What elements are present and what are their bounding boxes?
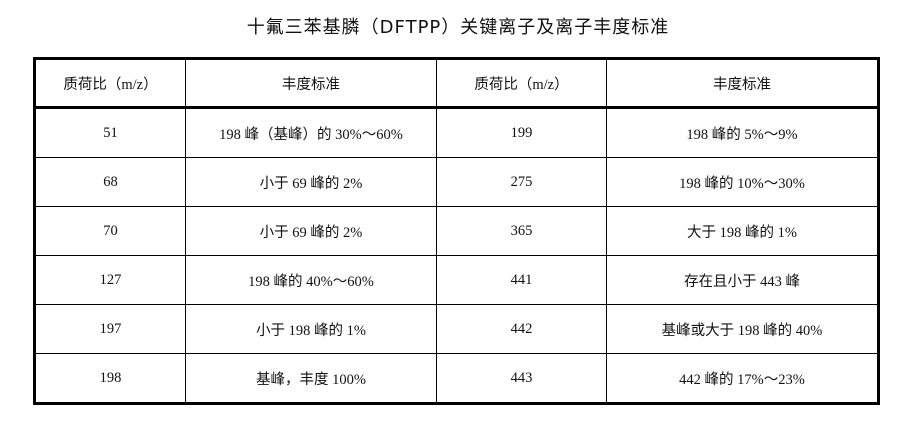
cell-mz: 442 [436, 304, 607, 354]
cell-abundance: 基峰或大于 198 峰的 40% [606, 304, 879, 354]
cell-abundance: 小于 198 峰的 1% [185, 304, 437, 354]
cell-abundance: 大于 198 峰的 1% [606, 206, 879, 256]
cell-abundance: 198 峰的 5%～9% [606, 107, 879, 158]
table-row: 127 198 峰的 40%～60% 441 存在且小于 443 峰 [34, 255, 879, 305]
cell-mz: 441 [436, 255, 607, 305]
header-mz: 质荷比（m/z） [34, 58, 186, 109]
cell-abundance: 小于 69 峰的 2% [185, 157, 437, 207]
table-row: 51 198 峰（基峰）的 30%～60% 199 198 峰的 5%～9% [34, 107, 879, 158]
cell-mz: 70 [34, 206, 186, 256]
cell-mz: 199 [436, 107, 607, 158]
cell-abundance: 基峰，丰度 100% [185, 353, 437, 404]
cell-mz: 197 [34, 304, 186, 354]
cell-abundance: 小于 69 峰的 2% [185, 206, 437, 256]
cell-abundance: 存在且小于 443 峰 [606, 255, 879, 305]
header-abundance: 丰度标准 [606, 58, 879, 109]
cell-abundance: 198 峰的 10%～30% [606, 157, 879, 207]
cell-abundance: 198 峰的 40%～60% [185, 255, 437, 305]
table-row: 198 基峰，丰度 100% 443 442 峰的 17%～23% [34, 353, 879, 404]
cell-mz: 198 [34, 353, 186, 404]
ion-abundance-table: 质荷比（m/z） 丰度标准 质荷比（m/z） 丰度标准 51 198 峰（基峰）的… [33, 57, 880, 405]
table-row: 70 小于 69 峰的 2% 365 大于 198 峰的 1% [34, 206, 879, 256]
table-row: 68 小于 69 峰的 2% 275 198 峰的 10%～30% [34, 157, 879, 207]
cell-mz: 275 [436, 157, 607, 207]
page-title: 十氟三苯基膦（DFTPP）关键离子及离子丰度标准 [246, 17, 670, 38]
table-header-row: 质荷比（m/z） 丰度标准 质荷比（m/z） 丰度标准 [34, 58, 879, 109]
cell-mz: 127 [34, 255, 186, 305]
header-mz: 质荷比（m/z） [436, 58, 607, 109]
cell-abundance: 442 峰的 17%～23% [606, 353, 879, 404]
cell-mz: 365 [436, 206, 607, 256]
table-row: 197 小于 198 峰的 1% 442 基峰或大于 198 峰的 40% [34, 304, 879, 354]
cell-mz: 443 [436, 353, 607, 404]
header-abundance: 丰度标准 [185, 58, 437, 109]
cell-mz: 51 [34, 107, 186, 158]
cell-abundance: 198 峰（基峰）的 30%～60% [185, 107, 437, 158]
cell-mz: 68 [34, 157, 186, 207]
